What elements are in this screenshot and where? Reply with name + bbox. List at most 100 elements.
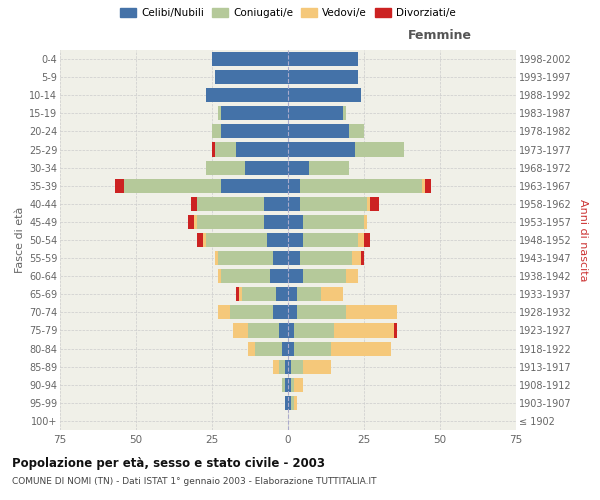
Bar <box>288 251 300 265</box>
Bar <box>291 396 294 410</box>
Bar <box>236 287 239 302</box>
Bar <box>197 215 263 229</box>
Bar <box>288 106 343 120</box>
Bar <box>288 124 349 138</box>
Bar <box>358 233 364 247</box>
Bar <box>370 197 379 211</box>
Text: COMUNE DI NOMI (TN) - Dati ISTAT 1° gennaio 2003 - Elaborazione TUTTITALIA.IT: COMUNE DI NOMI (TN) - Dati ISTAT 1° genn… <box>12 478 377 486</box>
Bar <box>215 142 236 156</box>
Bar <box>221 106 288 120</box>
Bar <box>288 215 303 229</box>
Bar <box>212 124 221 138</box>
Bar <box>276 287 288 302</box>
Bar <box>364 215 367 229</box>
Bar <box>267 233 288 247</box>
Bar <box>364 233 370 247</box>
Bar <box>346 269 358 283</box>
Bar <box>394 324 397 338</box>
Bar <box>288 378 291 392</box>
Bar <box>212 142 215 156</box>
Bar <box>218 269 221 283</box>
Text: Femmine: Femmine <box>408 30 472 43</box>
Bar <box>343 106 346 120</box>
Bar <box>221 124 288 138</box>
Bar <box>188 215 194 229</box>
Bar <box>270 269 288 283</box>
Bar <box>300 251 352 265</box>
Bar <box>288 287 297 302</box>
Bar <box>191 197 197 211</box>
Bar <box>239 287 242 302</box>
Bar <box>288 306 297 320</box>
Bar <box>273 251 288 265</box>
Bar <box>288 269 303 283</box>
Bar <box>291 360 303 374</box>
Bar <box>218 106 221 120</box>
Bar <box>254 342 282 355</box>
Bar <box>303 233 358 247</box>
Y-axis label: Anni di nascita: Anni di nascita <box>578 198 589 281</box>
Bar <box>297 306 346 320</box>
Bar <box>124 178 221 193</box>
Bar <box>194 215 197 229</box>
Bar <box>309 160 349 174</box>
Bar <box>422 178 425 193</box>
Bar <box>212 52 288 66</box>
Bar <box>367 197 370 211</box>
Bar <box>215 251 218 265</box>
Bar <box>288 142 355 156</box>
Bar <box>279 324 288 338</box>
Bar <box>288 360 291 374</box>
Bar <box>197 197 263 211</box>
Bar <box>294 378 303 392</box>
Bar <box>236 142 288 156</box>
Bar <box>245 160 288 174</box>
Bar <box>282 378 285 392</box>
Bar <box>294 342 331 355</box>
Bar <box>285 360 288 374</box>
Bar <box>206 160 245 174</box>
Bar <box>288 342 294 355</box>
Bar <box>300 197 367 211</box>
Bar <box>303 360 331 374</box>
Bar <box>352 251 361 265</box>
Bar <box>291 378 294 392</box>
Text: Popolazione per età, sesso e stato civile - 2003: Popolazione per età, sesso e stato civil… <box>12 458 325 470</box>
Bar <box>288 70 358 84</box>
Bar <box>288 324 294 338</box>
Bar <box>248 342 254 355</box>
Legend: Celibi/Nubili, Coniugati/e, Vedovi/e, Divorziati/e: Celibi/Nubili, Coniugati/e, Vedovi/e, Di… <box>116 4 460 22</box>
Bar <box>303 215 364 229</box>
Bar <box>233 324 248 338</box>
Bar <box>288 160 309 174</box>
Bar <box>288 178 300 193</box>
Bar <box>263 215 288 229</box>
Bar <box>206 88 288 102</box>
Bar <box>334 324 394 338</box>
Bar <box>288 233 303 247</box>
Bar <box>288 52 358 66</box>
Bar <box>115 178 124 193</box>
Y-axis label: Fasce di età: Fasce di età <box>14 207 25 273</box>
Bar <box>218 251 273 265</box>
Bar <box>303 269 346 283</box>
Bar <box>361 251 364 265</box>
Bar <box>346 306 397 320</box>
Bar <box>263 197 288 211</box>
Bar <box>285 378 288 392</box>
Bar <box>282 342 288 355</box>
Bar <box>288 197 300 211</box>
Bar <box>215 70 288 84</box>
Bar <box>322 287 343 302</box>
Bar <box>349 124 364 138</box>
Bar <box>221 269 270 283</box>
Bar <box>331 342 391 355</box>
Bar <box>355 142 404 156</box>
Bar <box>203 233 206 247</box>
Bar <box>297 287 322 302</box>
Bar <box>248 324 279 338</box>
Bar <box>300 178 422 193</box>
Bar <box>294 324 334 338</box>
Bar <box>242 287 276 302</box>
Bar <box>294 396 297 410</box>
